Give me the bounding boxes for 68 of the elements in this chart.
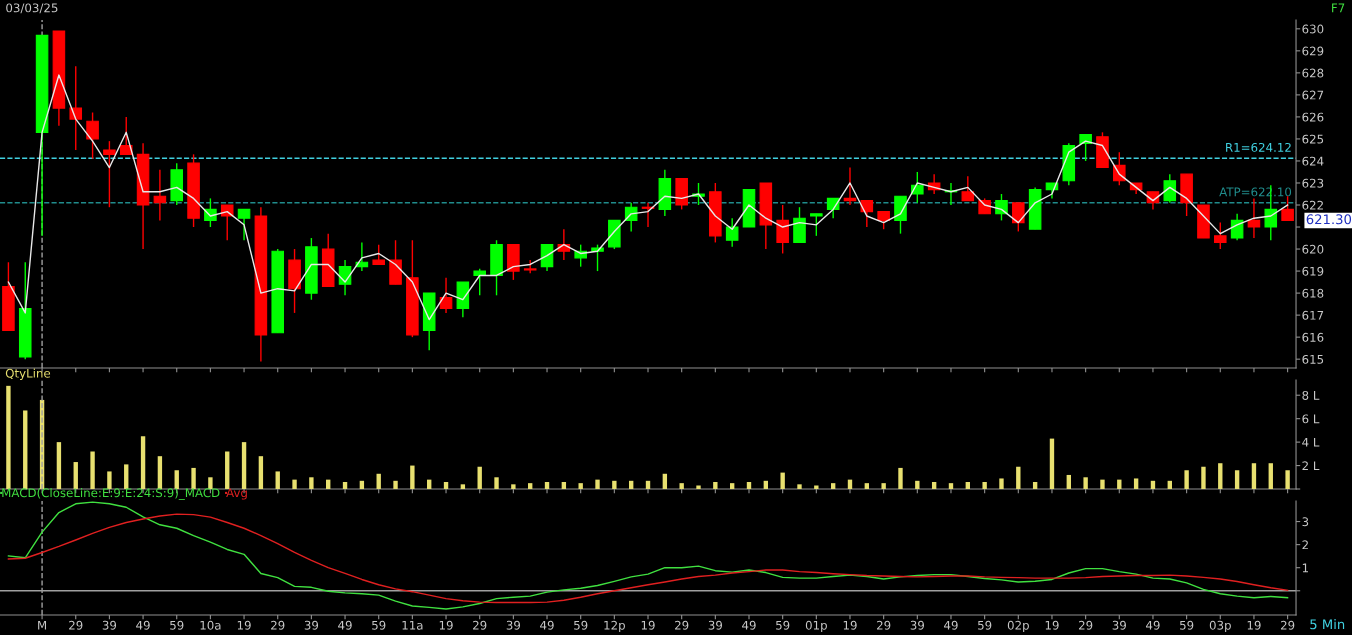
x-tick-label: 29 bbox=[69, 620, 83, 630]
y-tick-label: 615 bbox=[1302, 354, 1324, 364]
chart-title: 03/03/25 bbox=[6, 3, 58, 14]
x-tick-label: 29 bbox=[473, 620, 487, 630]
y-tick-label: 6 L bbox=[1302, 414, 1320, 424]
y-tick-label: 2 bbox=[1302, 540, 1308, 550]
y-tick-label: 620 bbox=[1302, 244, 1324, 254]
x-tick-label: 59 bbox=[574, 620, 588, 630]
y-tick-label: 628 bbox=[1302, 68, 1324, 78]
y-tick-label: 623 bbox=[1302, 178, 1324, 188]
x-tick-label: 39 bbox=[506, 620, 521, 630]
y-tick-label: 625 bbox=[1302, 134, 1324, 144]
x-tick-label: 39 bbox=[708, 620, 723, 630]
x-tick-label: 49 bbox=[136, 620, 150, 630]
y-tick-label: 8 L bbox=[1302, 390, 1320, 400]
y-tick-label: 1 bbox=[1302, 563, 1308, 573]
x-tick-label: 39 bbox=[102, 620, 117, 630]
y-tick-label: 617 bbox=[1302, 310, 1324, 320]
x-tick-label: 39 bbox=[1112, 620, 1126, 630]
x-tick-label: 49 bbox=[540, 620, 554, 630]
x-tick-label: 10a bbox=[200, 620, 221, 630]
x-tick-label: 12p bbox=[604, 620, 625, 632]
chart-title: QtyLine bbox=[5, 368, 51, 380]
x-tick-label: 03p bbox=[1209, 620, 1231, 632]
x-tick-label: 29 bbox=[675, 620, 689, 630]
text: F7 bbox=[1332, 3, 1345, 13]
x-tick-label: 59 bbox=[1180, 620, 1194, 630]
y-tick-label: 616 bbox=[1302, 332, 1324, 342]
y-tick-label: 629 bbox=[1302, 46, 1324, 56]
x-tick-label: 39 bbox=[910, 620, 924, 630]
y-tick-label: 627 bbox=[1302, 90, 1324, 100]
x-tick-label: 49 bbox=[1146, 620, 1160, 630]
ref-line-label: R1=624.12 bbox=[1226, 142, 1291, 152]
x-tick-label: 11a bbox=[402, 620, 423, 630]
x-tick-label: 29 bbox=[1280, 620, 1295, 630]
legend-label: MACD(CloseLine:E:9:E:24:S:9)_MACD bbox=[2, 488, 220, 500]
x-tick-label: 29 bbox=[1078, 620, 1093, 630]
text: 5 Min bbox=[1310, 619, 1345, 630]
x-tick-label: 29 bbox=[877, 620, 891, 630]
text: 621.30 bbox=[1306, 214, 1352, 225]
y-tick-label: 4 L bbox=[1302, 438, 1320, 447]
y-tick-label: 630 bbox=[1302, 24, 1324, 34]
x-tick-label: 49 bbox=[742, 620, 756, 630]
x-tick-label: 59 bbox=[978, 620, 992, 630]
x-tick-label: 39 bbox=[304, 620, 319, 630]
x-tick-label: M bbox=[38, 620, 47, 630]
y-tick-label: 2 L bbox=[1302, 461, 1320, 471]
y-tick-label: 618 bbox=[1302, 288, 1324, 298]
x-tick-label: 19 bbox=[1045, 620, 1059, 630]
x-tick-label: 29 bbox=[271, 620, 285, 630]
x-tick-label: 59 bbox=[776, 620, 790, 630]
x-tick-label: 49 bbox=[338, 620, 352, 630]
x-tick-label: 19 bbox=[843, 620, 857, 630]
x-tick-label: 59 bbox=[372, 620, 386, 630]
y-tick-label: 626 bbox=[1302, 112, 1324, 122]
x-tick-label: 19 bbox=[641, 620, 655, 630]
y-tick-label: 624 bbox=[1302, 156, 1324, 166]
legend-label: Avg bbox=[226, 488, 247, 500]
y-tick-label: 619 bbox=[1302, 266, 1324, 276]
x-tick-label: 19 bbox=[1247, 620, 1261, 630]
y-tick-label: 3 bbox=[1302, 517, 1309, 527]
x-tick-label: 01p bbox=[805, 620, 827, 632]
x-tick-label: 59 bbox=[170, 620, 184, 630]
y-tick-label: 622 bbox=[1302, 200, 1323, 210]
x-tick-label: 02p bbox=[1007, 620, 1029, 632]
x-tick-label: 19 bbox=[439, 620, 453, 630]
x-tick-label: 49 bbox=[944, 620, 958, 630]
x-tick-label: 19 bbox=[237, 620, 251, 630]
